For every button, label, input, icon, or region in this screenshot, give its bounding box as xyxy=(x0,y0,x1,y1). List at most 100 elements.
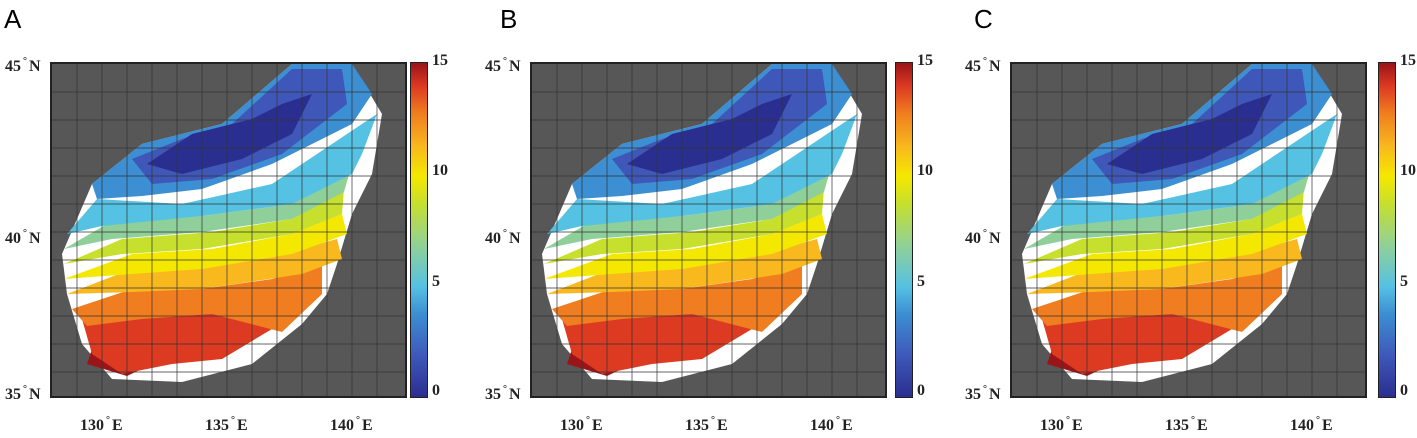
panel-b: B xyxy=(480,0,950,438)
colorbar xyxy=(895,62,913,398)
colorbar-tick-label: 5 xyxy=(1400,273,1408,290)
panel-label: C xyxy=(974,4,993,34)
longitude-value: 130 xyxy=(1040,417,1064,434)
temperature-band xyxy=(1024,214,1307,279)
degree-symbol: ° xyxy=(711,415,715,426)
colorbar xyxy=(410,62,428,398)
temperature-band xyxy=(1024,189,1304,264)
longitude-label: 130 ° E xyxy=(80,415,123,435)
sst-map xyxy=(530,62,887,398)
latitude-value: 45 xyxy=(485,58,501,75)
colorbar xyxy=(1378,62,1396,398)
hemisphere-label: E xyxy=(842,417,853,434)
temperature-band xyxy=(64,164,352,249)
latitude-value: 40 xyxy=(485,230,501,247)
degree-symbol: ° xyxy=(503,228,507,239)
temperature-band xyxy=(1027,239,1302,294)
panel-label: B xyxy=(500,4,518,34)
degree-symbol: ° xyxy=(106,415,110,426)
degree-symbol: ° xyxy=(1191,415,1195,426)
temperature-band xyxy=(64,214,347,279)
temperature-band xyxy=(544,189,824,264)
colorbar-tick-label: 10 xyxy=(917,162,933,179)
longitude-value: 135 xyxy=(1165,417,1189,434)
latitude-label: 40 ° N xyxy=(5,228,41,248)
longitude-value: 140 xyxy=(330,417,354,434)
latitude-value: 40 xyxy=(5,230,21,247)
colorbar-tick-label: 5 xyxy=(432,273,440,290)
longitude-value: 135 xyxy=(205,417,229,434)
temperature-band xyxy=(1024,164,1312,249)
degree-symbol: ° xyxy=(836,415,840,426)
hemisphere-label: E xyxy=(1322,417,1333,434)
latitude-value: 45 xyxy=(5,58,21,75)
hemisphere-label: E xyxy=(237,417,248,434)
latitude-value: 35 xyxy=(5,386,21,403)
longitude-value: 140 xyxy=(810,417,834,434)
temperature-band xyxy=(67,239,342,294)
hemisphere-label: E xyxy=(1197,417,1208,434)
sst-map xyxy=(50,62,407,398)
degree-symbol: ° xyxy=(983,384,987,395)
temperature-band xyxy=(147,94,312,174)
hemisphere-label: E xyxy=(1072,417,1083,434)
degree-symbol: ° xyxy=(503,56,507,67)
colorbar-tick-label: 5 xyxy=(917,273,925,290)
latitude-value: 40 xyxy=(965,230,981,247)
panel-c: C xyxy=(960,0,1417,438)
degree-symbol: ° xyxy=(983,56,987,67)
degree-symbol: ° xyxy=(1316,415,1320,426)
sst-map xyxy=(1010,62,1367,398)
longitude-label: 140 ° E xyxy=(810,415,853,435)
latitude-label: 40 ° N xyxy=(965,228,1001,248)
latitude-value: 45 xyxy=(965,58,981,75)
hemisphere-label: N xyxy=(29,58,41,75)
hemisphere-label: N xyxy=(29,230,41,247)
temperature-band xyxy=(552,264,802,332)
longitude-label: 130 ° E xyxy=(560,415,603,435)
longitude-label: 130 ° E xyxy=(1040,415,1083,435)
temperature-band xyxy=(544,214,827,279)
hemisphere-label: N xyxy=(989,230,1001,247)
latitude-label: 45 ° N xyxy=(485,56,521,76)
degree-symbol: ° xyxy=(586,415,590,426)
hemisphere-label: N xyxy=(509,386,521,403)
temperature-band xyxy=(547,239,822,294)
degree-symbol: ° xyxy=(983,228,987,239)
latitude-label: 35 ° N xyxy=(5,384,41,404)
longitude-label: 140 ° E xyxy=(1290,415,1333,435)
longitude-label: 135 ° E xyxy=(1165,415,1208,435)
temperature-band xyxy=(1107,94,1272,174)
panel-label: A xyxy=(4,4,22,34)
latitude-label: 35 ° N xyxy=(965,384,1001,404)
colorbar-tick-label: 10 xyxy=(1400,162,1416,179)
colorbar-tick-label: 10 xyxy=(432,162,448,179)
hemisphere-label: E xyxy=(717,417,728,434)
colorbar-tick-label: 15 xyxy=(917,52,933,69)
hemisphere-label: N xyxy=(29,386,41,403)
degree-symbol: ° xyxy=(23,228,27,239)
longitude-value: 140 xyxy=(1290,417,1314,434)
latitude-label: 45 ° N xyxy=(5,56,41,76)
hemisphere-label: E xyxy=(362,417,373,434)
colorbar-tick-label: 0 xyxy=(432,382,440,399)
latitude-value: 35 xyxy=(485,386,501,403)
degree-symbol: ° xyxy=(1066,415,1070,426)
hemisphere-label: N xyxy=(509,58,521,75)
degree-symbol: ° xyxy=(23,384,27,395)
temperature-band xyxy=(544,164,832,249)
latitude-value: 35 xyxy=(965,386,981,403)
temperature-band xyxy=(627,94,792,174)
colorbar-tick-label: 15 xyxy=(1400,52,1416,69)
latitude-label: 45 ° N xyxy=(965,56,1001,76)
longitude-label: 135 ° E xyxy=(205,415,248,435)
longitude-label: 135 ° E xyxy=(685,415,728,435)
latitude-label: 40 ° N xyxy=(485,228,521,248)
hemisphere-label: N xyxy=(989,386,1001,403)
temperature-band xyxy=(64,189,344,264)
hemisphere-label: E xyxy=(112,417,123,434)
temperature-band xyxy=(1032,264,1282,332)
longitude-value: 130 xyxy=(80,417,104,434)
degree-symbol: ° xyxy=(356,415,360,426)
temperature-band xyxy=(72,264,322,332)
